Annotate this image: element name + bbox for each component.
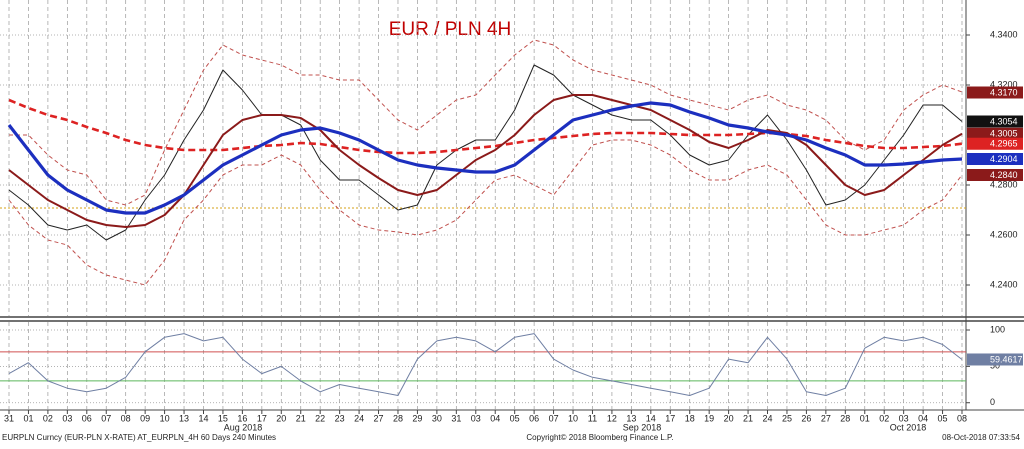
x-tick-label: 14	[198, 413, 208, 423]
series-line	[8, 139, 963, 286]
y-tick-label: 100	[990, 324, 1005, 334]
x-tick-label: 24	[354, 413, 364, 423]
y-tick-label: 4.2600	[990, 229, 1018, 239]
x-tick-label: 16	[237, 413, 247, 423]
x-tick-label: 31	[451, 413, 461, 423]
x-tick-label: 18	[685, 413, 695, 423]
x-tick-label: 20	[724, 413, 734, 423]
x-tick-label: 27	[821, 413, 831, 423]
footer-right: 08-Oct-2018 07:33:54	[942, 433, 1020, 442]
chart-title: EUR / PLN 4H	[389, 19, 511, 40]
series-line	[8, 98, 963, 155]
x-tick-label: 30	[432, 413, 442, 423]
value-tag	[967, 353, 1023, 366]
x-tick-label: 02	[43, 413, 53, 423]
x-tick-label: 09	[140, 413, 150, 423]
x-tick-label: 24	[763, 413, 773, 423]
value-tag-label: 4.3170	[990, 87, 1018, 97]
value-tag	[967, 127, 1023, 140]
series-line	[9, 39, 963, 206]
value-tag-label: 59.4617	[990, 354, 1023, 364]
x-tick-label: 08	[957, 413, 967, 423]
y-tick-label: 4.2400	[990, 279, 1018, 289]
x-tick-label: 10	[568, 413, 578, 423]
x-tick-label: 03	[899, 413, 909, 423]
x-tick-label: 08	[121, 413, 131, 423]
y-tick-label: 4.3200	[990, 79, 1018, 89]
y-tick-label: 0	[990, 397, 995, 407]
x-tick-label: 17	[257, 413, 267, 423]
series-line	[8, 64, 963, 241]
x-tick-label: 04	[918, 413, 928, 423]
x-tick-label: 02	[879, 413, 889, 423]
footer-left: EURPLN Curncy (EUR-PLN X-RATE) AT_EURPLN…	[2, 433, 276, 442]
value-tag	[967, 86, 1023, 99]
value-tag	[967, 153, 1023, 165]
x-tick-label: 19	[704, 413, 714, 423]
month-label: Aug 2018	[224, 422, 263, 432]
x-tick-label: 15	[218, 413, 228, 423]
x-tick-label: 28	[393, 413, 403, 423]
x-tick-label: 10	[160, 413, 170, 423]
footer-center: Copyright© 2018 Bloomberg Finance L.P.	[526, 433, 673, 442]
value-tag-label: 4.3005	[990, 129, 1018, 139]
x-tick-label: 01	[23, 413, 33, 423]
x-tick-label: 17	[665, 413, 675, 423]
x-tick-label: 23	[335, 413, 345, 423]
x-tick-label: 31	[4, 413, 14, 423]
x-tick-label: 01	[860, 413, 870, 423]
series-line	[7, 101, 963, 215]
value-tag-label: 4.3054	[990, 116, 1018, 126]
x-tick-label: 13	[626, 413, 636, 423]
x-tick-label: 06	[82, 413, 92, 423]
x-tick-label: 14	[646, 413, 656, 423]
y-tick-label: 4.2800	[990, 179, 1018, 189]
x-tick-label: 03	[471, 413, 481, 423]
x-tick-label: 04	[490, 413, 500, 423]
value-tag	[967, 115, 1023, 128]
x-tick-label: 27	[374, 413, 384, 423]
x-tick-label: 28	[840, 413, 850, 423]
value-tag-label: 4.2840	[990, 170, 1018, 180]
x-tick-label: 21	[296, 413, 306, 423]
x-tick-label: 20	[276, 413, 286, 423]
x-tick-label: 12	[607, 413, 617, 423]
month-label: Oct 2018	[890, 422, 927, 432]
x-tick-label: 05	[510, 413, 520, 423]
x-tick-label: 07	[101, 413, 111, 423]
x-tick-label: 07	[549, 413, 559, 423]
x-tick-label: 03	[62, 413, 72, 423]
x-tick-label: 06	[529, 413, 539, 423]
x-tick-label: 22	[315, 413, 325, 423]
series-line	[8, 333, 963, 396]
x-tick-label: 11	[588, 413, 597, 423]
x-tick-label: 25	[782, 413, 792, 423]
oscillator-panel	[0, 322, 966, 410]
series-line	[8, 94, 963, 228]
x-tick-label: 21	[743, 413, 753, 423]
value-tag	[967, 169, 1023, 181]
x-tick-label: 26	[801, 413, 811, 423]
y-tick-label: 50	[990, 361, 1000, 371]
y-tick-label: 4.3400	[990, 29, 1018, 39]
value-tag-label: 4.2965	[990, 139, 1018, 149]
x-tick-label: 13	[179, 413, 189, 423]
x-tick-label: 05	[938, 413, 948, 423]
x-tick-label: 29	[412, 413, 422, 423]
month-label: Sep 2018	[623, 422, 662, 432]
value-tag-label: 4.2904	[990, 154, 1018, 164]
value-tag	[967, 137, 1023, 150]
